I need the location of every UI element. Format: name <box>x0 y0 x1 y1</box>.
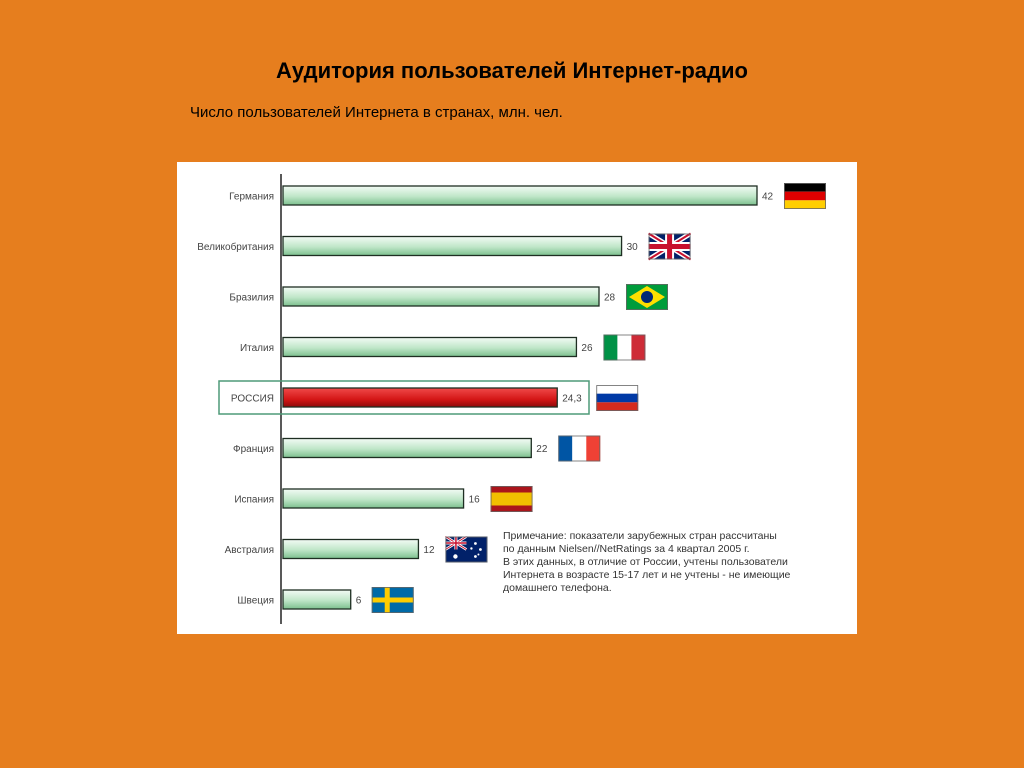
data-label: 42 <box>762 192 774 203</box>
note-line: домашнего телефона. <box>503 582 612 594</box>
category-label: Германия <box>229 192 274 203</box>
data-label: 30 <box>627 242 639 253</box>
flag-brazil-icon <box>626 284 668 310</box>
chart-subtitle: Число пользователей Интернета в странах,… <box>190 104 563 121</box>
data-label: 28 <box>604 293 616 304</box>
note-line: Интернета в возрасте 15-17 лет и не учте… <box>503 569 791 581</box>
category-label: Италия <box>240 343 274 354</box>
bar <box>282 488 465 509</box>
bar <box>282 185 758 206</box>
flag-sweden-icon <box>371 587 414 613</box>
category-label: Франция <box>233 444 274 455</box>
category-label: Австралия <box>225 545 274 556</box>
flag-italy-icon <box>603 334 646 361</box>
chart-panel: Германия 42 Великобритания 30 Бразилия 28 Итал… <box>177 162 857 634</box>
note-line: Примечание: показатели зарубежных стран … <box>503 530 777 542</box>
category-label: Испания <box>234 495 274 506</box>
category-label: Швеция <box>237 596 274 607</box>
data-label: 26 <box>581 343 593 354</box>
data-label: 22 <box>536 444 548 455</box>
highlight-box <box>218 380 590 415</box>
bar <box>282 437 532 459</box>
flag-germany-icon <box>784 183 826 209</box>
data-label: 12 <box>423 545 435 556</box>
note-line: по данным Nielsen//NetRatings за 4 кварт… <box>503 543 750 555</box>
data-label: 6 <box>356 596 362 607</box>
flag-spain-icon <box>490 486 533 512</box>
bar-chart: Германия 42 Великобритания 30 Бразилия 28 Итал… <box>197 174 826 624</box>
data-label: 16 <box>469 495 481 506</box>
category-label: Великобритания <box>197 241 274 253</box>
bar <box>282 589 352 610</box>
flag-russia-icon <box>596 385 639 411</box>
bar-highlight <box>282 387 558 408</box>
flag-uk-icon <box>647 231 692 262</box>
data-label: 24,3 <box>562 394 582 405</box>
category-label: Бразилия <box>229 293 274 304</box>
chart-note: Примечание: показатели зарубежных стран … <box>503 530 843 595</box>
note-line: В этих данных, в отличие от России, учте… <box>503 556 788 568</box>
page-title: Аудитория пользователей Интернет-радио <box>276 58 748 83</box>
bar <box>282 235 623 257</box>
category-label: РОССИЯ <box>231 394 274 405</box>
bar <box>282 538 420 560</box>
bar <box>282 286 600 307</box>
flag-australia-icon <box>444 535 488 563</box>
flag-france-icon <box>558 435 601 462</box>
bar <box>282 336 578 358</box>
